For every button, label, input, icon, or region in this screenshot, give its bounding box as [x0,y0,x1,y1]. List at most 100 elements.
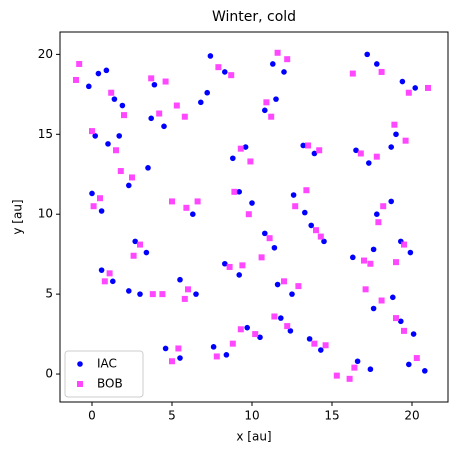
point [367,260,374,267]
plot-frame [59,31,449,403]
point [245,211,252,218]
point [350,254,356,261]
point [237,326,244,333]
point [402,137,409,144]
point [207,53,214,59]
x-tick-label: 5 [168,409,176,423]
point [156,110,163,117]
point [412,85,419,91]
point [274,49,281,56]
legend-label: IAC [97,357,117,371]
point [321,238,327,245]
point [116,133,122,139]
point [370,246,377,253]
point [271,313,278,320]
point [177,276,183,283]
legend-box [64,350,144,398]
point [292,203,299,210]
point [322,342,329,349]
point [388,198,395,205]
point [362,286,369,293]
point [90,203,97,210]
point [111,96,118,102]
point [242,144,249,150]
point [378,68,385,75]
point [303,187,310,194]
point [169,358,175,365]
point [130,252,137,259]
point [98,208,105,214]
legend-marker [77,381,83,387]
point [215,64,222,71]
point [213,353,220,360]
x-tick-label: 20 [404,409,419,423]
point [318,347,324,353]
point [105,141,111,147]
point [287,328,294,334]
y-tick-label: 15 [38,127,53,141]
point [401,327,407,334]
point [284,323,291,330]
point [378,297,385,304]
point [92,133,98,139]
point [274,281,281,288]
point [126,182,132,189]
point [173,102,180,109]
point [103,67,110,74]
point [263,99,270,106]
point [284,56,291,63]
point [390,294,396,301]
point [190,211,196,218]
point [380,203,387,210]
point [149,291,156,298]
point [121,112,127,119]
point [244,324,250,331]
point [316,147,323,154]
point [281,69,287,75]
point [249,200,255,206]
point [398,318,404,325]
point [262,107,268,114]
point [161,123,167,130]
point [129,174,135,181]
point [273,96,279,102]
point [349,70,356,77]
point [361,257,367,264]
point [405,89,412,96]
x-axis-label: x [au] [236,430,271,444]
point [110,278,116,285]
point [289,291,295,297]
point [410,331,417,337]
point [266,235,273,242]
point [228,72,235,79]
point [357,150,364,157]
point [367,366,374,373]
point [113,147,119,154]
point [108,89,115,96]
point [185,286,191,293]
point [86,83,92,90]
point [119,102,126,109]
point [183,204,190,211]
point [364,51,371,58]
point [162,78,169,85]
y-tick-label: 5 [45,287,53,301]
point [370,305,377,312]
point [401,241,407,248]
point [262,230,268,237]
x-tick-label: 0 [88,409,96,423]
point [162,345,169,352]
point [239,262,246,269]
point [311,150,318,157]
point [101,278,108,285]
point [373,153,380,160]
point [353,147,359,154]
point [159,291,166,298]
y-tick-label: 0 [45,367,53,381]
point [175,345,182,352]
point [391,121,398,128]
point [278,315,284,321]
point [271,244,278,251]
y-tick-label: 20 [38,47,53,61]
legend-label: BOB [97,377,123,391]
